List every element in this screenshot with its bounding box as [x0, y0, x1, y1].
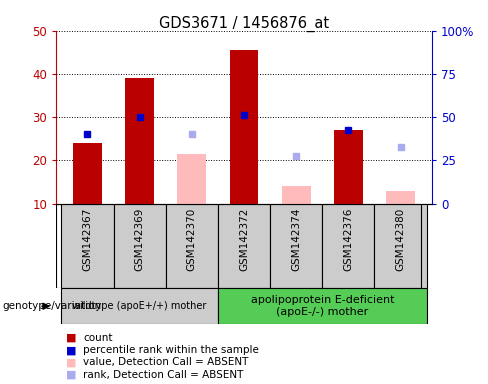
Bar	[334, 130, 363, 204]
Bar	[114, 204, 166, 288]
Text: genotype/variation: genotype/variation	[2, 301, 102, 311]
Text: ■: ■	[66, 345, 77, 355]
Bar	[230, 50, 258, 204]
Text: GDS3671 / 1456876_at: GDS3671 / 1456876_at	[159, 15, 329, 31]
Bar	[218, 204, 270, 288]
Text: GSM142374: GSM142374	[291, 208, 301, 271]
Text: ■: ■	[66, 370, 77, 380]
Text: count: count	[83, 333, 112, 343]
Bar	[218, 288, 427, 324]
Bar	[61, 288, 218, 324]
Bar	[61, 204, 114, 288]
Bar	[322, 204, 374, 288]
Bar	[282, 186, 310, 204]
Bar	[374, 204, 427, 288]
Text: wildtype (apoE+/+) mother: wildtype (apoE+/+) mother	[72, 301, 207, 311]
Text: percentile rank within the sample: percentile rank within the sample	[83, 345, 259, 355]
Text: GSM142372: GSM142372	[239, 208, 249, 271]
Bar	[270, 204, 322, 288]
Text: rank, Detection Call = ABSENT: rank, Detection Call = ABSENT	[83, 370, 244, 380]
Bar	[178, 154, 206, 204]
Text: GSM142376: GSM142376	[344, 208, 353, 271]
Bar	[73, 143, 102, 204]
Text: GSM142369: GSM142369	[135, 208, 144, 271]
Text: GSM142370: GSM142370	[187, 208, 197, 271]
Text: ■: ■	[66, 333, 77, 343]
Bar	[125, 78, 154, 204]
Text: GSM142367: GSM142367	[82, 208, 92, 271]
Text: apolipoprotein E-deficient
(apoE-/-) mother: apolipoprotein E-deficient (apoE-/-) mot…	[250, 295, 394, 317]
Bar	[166, 204, 218, 288]
Text: value, Detection Call = ABSENT: value, Detection Call = ABSENT	[83, 358, 248, 367]
Bar	[386, 190, 415, 204]
Text: ■: ■	[66, 358, 77, 367]
Text: GSM142380: GSM142380	[396, 208, 406, 271]
